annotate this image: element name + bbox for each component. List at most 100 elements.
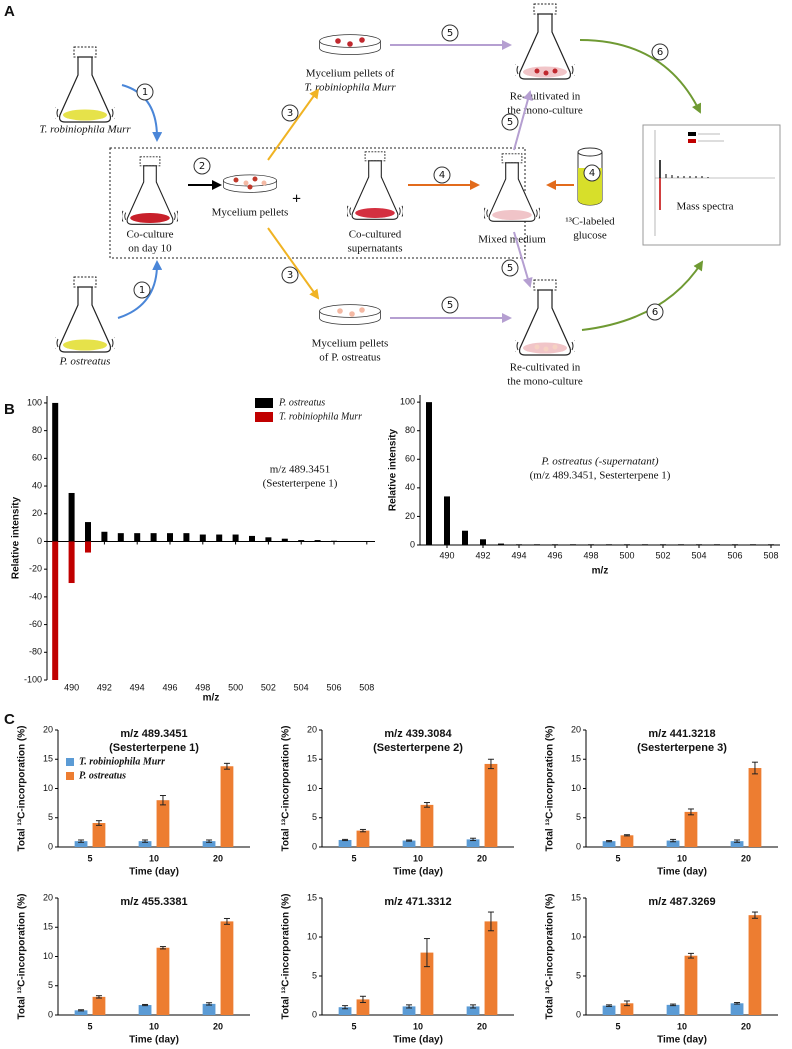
- legend-label: T. robiniophila Murr: [79, 756, 165, 767]
- x-tick-label: 10: [677, 1021, 687, 1031]
- bar: [356, 999, 370, 1015]
- y-tick-label: 80: [405, 425, 415, 435]
- bar: [74, 841, 88, 847]
- y-axis-label: Relative intensity: [11, 496, 22, 579]
- y-tick-label: 10: [307, 783, 317, 793]
- x-tick-label: 490: [439, 550, 454, 560]
- error-bar: [751, 911, 758, 919]
- y-tick-label: 5: [576, 812, 581, 822]
- annotation: m/z 489.3451: [270, 464, 331, 476]
- bar: [167, 533, 173, 542]
- x-tick-label: 508: [359, 682, 374, 692]
- bar: [338, 839, 352, 847]
- y-tick-label: 0: [48, 841, 53, 851]
- step-marker: 2: [193, 157, 211, 175]
- bar: [85, 522, 91, 542]
- y-tick-label: 0: [48, 1009, 53, 1019]
- y-tick-label: -60: [29, 619, 42, 629]
- bar: [748, 915, 762, 1015]
- bar: [101, 531, 108, 542]
- error-bar: [487, 758, 494, 770]
- bar: [138, 841, 152, 847]
- bar: [466, 1006, 480, 1015]
- x-tick-label: 504: [294, 682, 309, 692]
- x-axis-label: m/z: [592, 566, 609, 577]
- step-number: 2: [199, 161, 205, 172]
- step-number: 5: [447, 300, 453, 311]
- error-bar: [95, 820, 102, 826]
- y-tick-label: 20: [43, 724, 53, 734]
- error-bar: [687, 808, 694, 816]
- legend-label: P. ostreatus: [278, 397, 325, 408]
- bar: [420, 952, 434, 1015]
- x-tick-label: 10: [677, 853, 687, 863]
- error-bar: [78, 1009, 85, 1012]
- panel-label: A: [4, 3, 15, 20]
- error-bar: [95, 995, 102, 999]
- y-tick-label: 5: [48, 980, 53, 990]
- pellets: [233, 176, 267, 190]
- y-tick-label: 20: [405, 511, 415, 521]
- y-axis-label: Total ¹³C-incorporation (%): [17, 894, 28, 1020]
- bar: [199, 534, 206, 542]
- y-tick-label: 60: [405, 454, 415, 464]
- bar: [220, 766, 234, 847]
- group-box: [109, 147, 526, 259]
- node-label: supernatants: [348, 243, 403, 255]
- arrows: [117, 39, 704, 331]
- y-tick-label: 0: [576, 841, 581, 851]
- bar: [156, 947, 170, 1015]
- error-bar: [606, 840, 613, 843]
- y-axis-label: Relative intensity: [388, 428, 399, 511]
- bar: [620, 1003, 634, 1015]
- x-tick-label: 498: [195, 682, 210, 692]
- error-bar: [623, 1000, 630, 1007]
- error-bar: [406, 1004, 413, 1009]
- x-tick-label: 20: [213, 1021, 223, 1031]
- bar: [516, 544, 522, 545]
- y-tick-label: 10: [43, 783, 53, 793]
- bar: [356, 830, 370, 847]
- legend-swatch: [66, 772, 74, 780]
- error-bar: [206, 839, 213, 843]
- node-label: the mono-culture: [507, 105, 583, 117]
- error-bar: [142, 839, 149, 843]
- step-marker: 5: [501, 113, 519, 131]
- chart-subtitle: (Sesterterpene 1): [109, 742, 199, 754]
- x-tick-label: 10: [413, 853, 423, 863]
- y-tick-label: 80: [32, 425, 42, 435]
- bar: [281, 538, 288, 542]
- error-bar: [670, 1003, 677, 1007]
- panel-label: C: [4, 711, 15, 728]
- diagram: T. robiniophila Murr P. ostreatus Co-cul…: [39, 3, 781, 388]
- error-bar: [359, 995, 366, 1004]
- y-axis-label: Total ¹³C-incorporation (%): [17, 726, 28, 852]
- y-tick-label: -80: [29, 647, 42, 657]
- bar: [684, 811, 698, 847]
- bar: [570, 544, 576, 545]
- y-tick-label: 20: [32, 508, 42, 518]
- y-tick-label: 20: [43, 892, 53, 902]
- y-tick-label: 15: [307, 892, 317, 902]
- bar: [466, 839, 480, 847]
- step-number: 5: [507, 263, 513, 274]
- bar: [85, 541, 91, 553]
- x-tick-label: 10: [149, 853, 159, 863]
- y-tick-label: 5: [312, 970, 317, 980]
- step-marker: 3: [281, 266, 299, 284]
- bar: [331, 540, 337, 542]
- bar: [660, 544, 666, 545]
- y-tick-label: 40: [32, 480, 42, 490]
- y-tick-label: 0: [410, 539, 415, 549]
- flask: [484, 153, 540, 222]
- node-label: Co-culture: [126, 229, 173, 241]
- bar: [444, 496, 450, 545]
- x-tick-label: 496: [162, 682, 177, 692]
- error-bar: [734, 1002, 741, 1005]
- bar: [338, 1007, 352, 1015]
- node-label: ¹³C-labeled: [565, 216, 615, 228]
- bar: [52, 402, 59, 542]
- error-bar: [606, 1004, 613, 1007]
- error-bar: [223, 917, 230, 925]
